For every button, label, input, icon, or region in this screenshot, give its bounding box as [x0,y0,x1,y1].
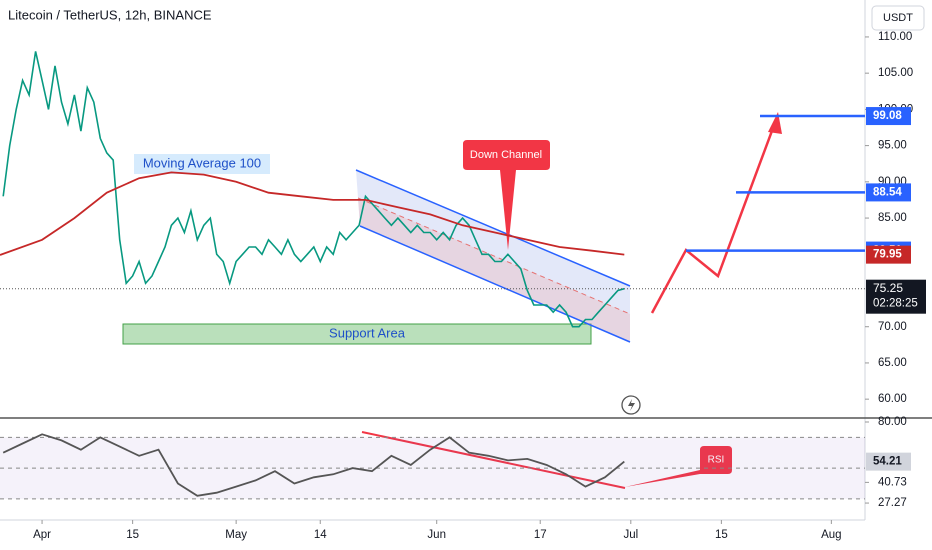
y-tick-label: 65.00 [878,357,907,369]
channel-fill [358,198,630,342]
currency: USDT [883,12,913,24]
y-tick-label: 95.00 [878,140,907,152]
series-line [2,51,625,328]
x-tick-label: Jun [427,529,446,541]
icon [628,399,635,411]
price-label: 99.08 [873,110,902,122]
y-tick-label: 27.27 [878,497,907,509]
channel-line [355,169,631,287]
countdown: 02:28:25 [873,298,918,310]
price-label-box [866,107,911,126]
callout [625,446,732,487]
y-tick-label: 70.00 [878,321,907,333]
channel-line [359,225,631,343]
arrow-head [768,112,782,134]
series-line [2,433,625,497]
channel-mid [357,197,631,315]
price-label: 88.54 [873,186,902,198]
y-tick-label: 105.00 [878,67,913,79]
price-label: 54.21 [873,456,902,468]
y-tick-label: 80.00 [878,416,907,428]
x-tick-label: 15 [715,529,728,541]
y-tick-label: 85.00 [878,212,907,224]
annotation: Down Channel [470,149,542,161]
support-area [122,323,592,345]
x-tick-label: Apr [33,529,51,541]
annotation: Support Area [329,325,406,340]
price-label: 75.25 [873,281,903,295]
annotation: Moving Average 100 [143,155,261,170]
annotation: RSI [708,455,725,466]
price-label-box [866,452,911,471]
chart-title: Litecoin / TetherUS, 12h, BINANCE [8,7,212,22]
y-tick-label: 110.00 [878,31,912,43]
x-tick-label: 14 [314,529,327,541]
x-tick-label: Aug [821,529,841,541]
series-line [0,171,625,256]
price-label: 79.95 [873,249,902,261]
price-label-box [866,279,926,314]
projection-arrow [650,119,778,314]
x-tick-label: 15 [126,529,139,541]
currency-button[interactable] [871,5,925,31]
y-tick-label: 40.73 [878,476,907,488]
x-tick-label: May [225,529,247,541]
callout [463,140,550,250]
label-box [134,154,270,174]
y-tick-label: 60.00 [878,393,907,405]
price-label-box [866,183,911,202]
x-tick-label: Jul [623,529,638,541]
price-label-box [866,245,911,264]
x-tick-label: 17 [534,529,547,541]
rsi-trendline [361,431,626,489]
